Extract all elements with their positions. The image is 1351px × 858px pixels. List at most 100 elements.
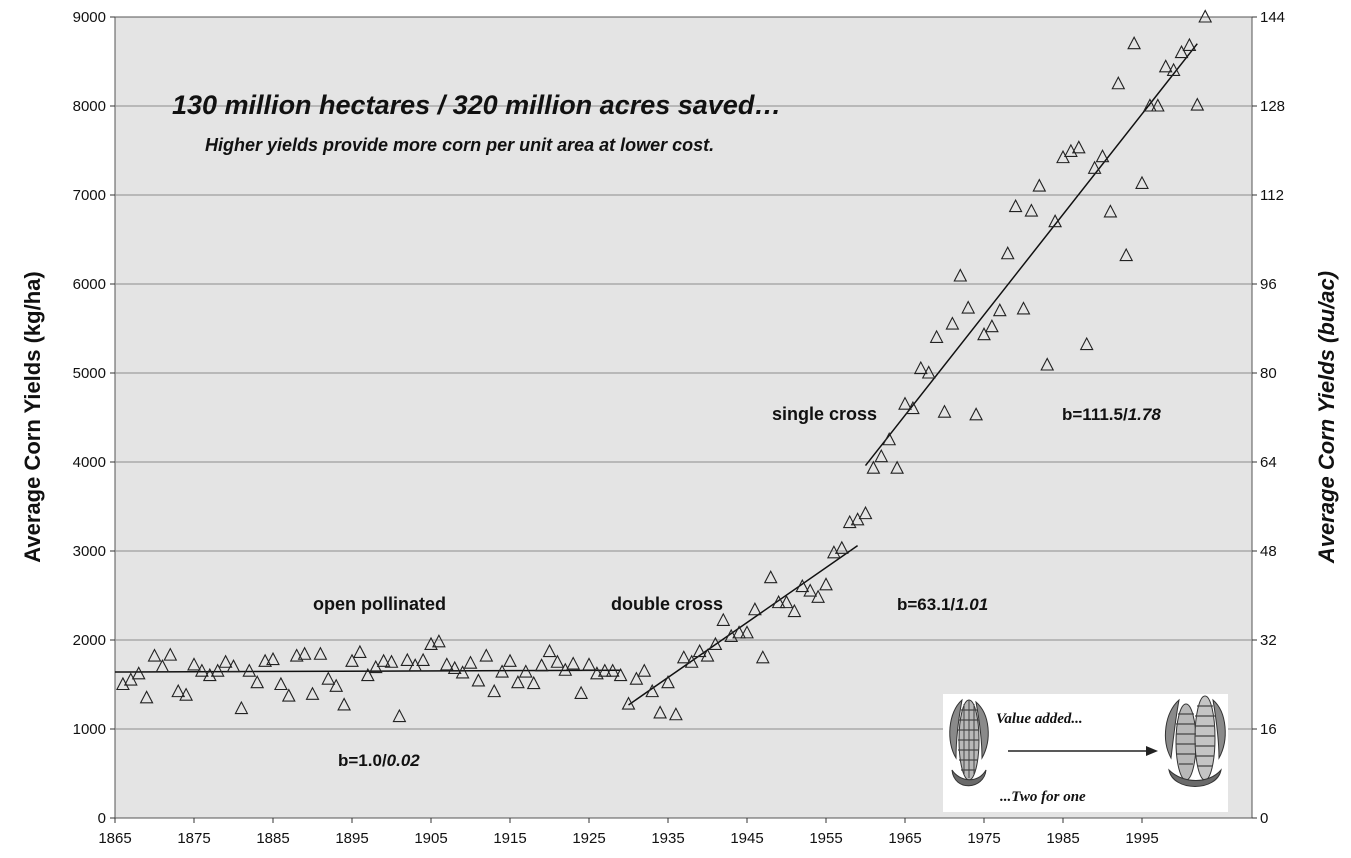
data-point xyxy=(510,675,525,689)
y-tick-label: 7000 xyxy=(73,187,106,204)
data-point xyxy=(937,404,952,418)
data-point xyxy=(1095,149,1110,163)
x-tick-label: 1905 xyxy=(414,830,447,847)
x-tick-label: 1885 xyxy=(256,830,289,847)
y2-tick-label: 144 xyxy=(1260,9,1285,26)
data-point xyxy=(740,625,754,639)
data-point xyxy=(163,647,178,661)
data-point xyxy=(574,685,589,699)
slope-single-cross: b=111.5/1.78 xyxy=(1062,405,1161,424)
data-point xyxy=(155,659,170,673)
slope-open-metric: b=1.0/ xyxy=(338,751,387,770)
data-point xyxy=(977,327,991,341)
data-point xyxy=(1079,336,1094,351)
data-point xyxy=(779,594,794,609)
data-point xyxy=(629,671,644,685)
y2-tick-label: 0 xyxy=(1260,810,1268,827)
y2-tick-label: 128 xyxy=(1260,98,1285,115)
data-point xyxy=(1040,357,1055,371)
data-point xyxy=(945,316,960,330)
data-point xyxy=(495,664,510,678)
data-point xyxy=(439,657,454,671)
data-point xyxy=(882,432,897,446)
data-point xyxy=(1111,76,1126,90)
data-point xyxy=(708,636,723,650)
data-point xyxy=(384,654,399,668)
value-added-inset: Value added... ...Two for one xyxy=(943,694,1228,812)
data-point xyxy=(811,589,826,603)
data-point xyxy=(700,648,715,662)
data-points xyxy=(115,9,1213,723)
data-point xyxy=(1166,62,1181,76)
data-point xyxy=(653,705,668,719)
data-point xyxy=(250,675,265,689)
slope-single-imperial: 1.78 xyxy=(1128,405,1162,424)
slope-open-pollinated: b=1.0/0.02 xyxy=(338,751,420,770)
data-point xyxy=(898,396,912,410)
right-axis-ticks: 0 16 32 48 64 80 96 112 128 144 xyxy=(1252,9,1285,827)
data-point xyxy=(1016,301,1031,315)
data-point xyxy=(566,656,581,670)
data-point xyxy=(1198,9,1213,23)
data-point xyxy=(226,659,241,673)
y-tick-label: 9000 xyxy=(73,9,106,26)
two-for-one-text: ...Two for one xyxy=(1000,789,1086,805)
data-point xyxy=(637,663,652,677)
data-point xyxy=(787,603,802,618)
label-single-cross: single cross xyxy=(772,404,877,424)
data-point xyxy=(194,663,209,677)
data-point xyxy=(297,646,312,660)
data-point xyxy=(605,663,620,677)
data-point xyxy=(1119,247,1134,262)
data-point xyxy=(376,653,391,667)
x-tick-label: 1965 xyxy=(888,830,921,847)
data-point xyxy=(1182,37,1197,52)
data-point xyxy=(542,643,557,658)
data-point xyxy=(645,683,660,698)
arrow-right-icon xyxy=(1146,746,1158,756)
x-tick-label: 1865 xyxy=(98,830,131,847)
data-point xyxy=(139,690,154,704)
x-tick-label: 1975 xyxy=(967,830,1000,847)
x-tick-label: 1875 xyxy=(177,830,210,847)
data-point xyxy=(234,700,249,715)
data-point xyxy=(716,612,731,626)
data-point xyxy=(1150,98,1165,112)
data-point xyxy=(921,365,936,379)
x-tick-label: 1995 xyxy=(1125,830,1158,847)
data-point xyxy=(321,671,336,685)
data-point xyxy=(518,664,533,678)
x-tick-label: 1985 xyxy=(1046,830,1079,847)
data-point xyxy=(289,648,304,662)
data-point xyxy=(668,707,683,721)
data-point xyxy=(819,577,833,591)
slope-double-metric: b=63.1/ xyxy=(897,595,955,614)
left-axis-ticks: 0 1000 2000 3000 4000 5000 6000 7000 8000 9000 xyxy=(73,9,115,827)
y2-tick-label: 16 xyxy=(1260,721,1277,738)
y-tick-label: 8000 xyxy=(73,98,106,115)
data-point xyxy=(866,460,881,474)
label-double-cross: double cross xyxy=(611,594,723,614)
data-point xyxy=(953,268,968,282)
x-tick-label: 1915 xyxy=(493,830,526,847)
y-axis-title-right: Average Corn Yields (bu/ac) xyxy=(1314,271,1339,564)
data-point xyxy=(834,540,849,554)
x-axis-ticks: 1865 1875 1885 1895 1905 1915 1925 1935 1945 1955… xyxy=(98,818,1159,847)
data-point xyxy=(1000,246,1015,260)
data-point xyxy=(582,657,596,671)
data-point xyxy=(242,663,257,677)
x-tick-label: 1935 xyxy=(651,830,684,847)
data-point xyxy=(431,634,446,648)
data-point xyxy=(273,676,288,691)
y2-tick-label: 64 xyxy=(1260,454,1277,471)
data-point xyxy=(929,329,944,343)
data-point xyxy=(487,683,502,698)
data-point xyxy=(416,652,431,667)
data-point xyxy=(684,654,699,668)
data-point xyxy=(1103,204,1118,218)
x-tick-label: 1955 xyxy=(809,830,842,847)
data-point xyxy=(747,602,762,616)
data-point xyxy=(337,697,352,711)
data-point xyxy=(360,667,375,682)
y-tick-label: 6000 xyxy=(73,276,106,293)
